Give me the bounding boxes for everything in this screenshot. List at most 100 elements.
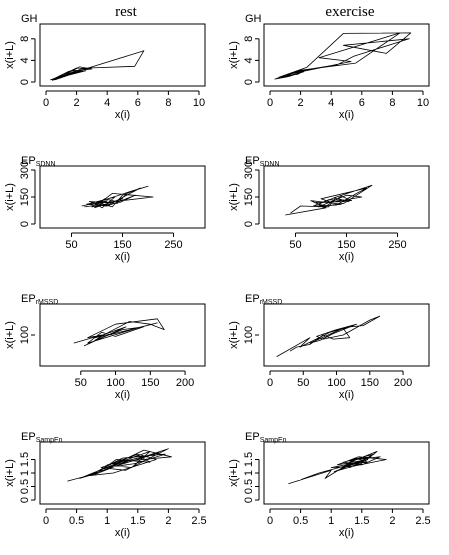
x-tick-label: 0.5 bbox=[293, 515, 308, 527]
panel-label: EPSampEn bbox=[21, 431, 63, 444]
y-tick-label: 150 bbox=[19, 188, 31, 206]
x-tick-label: 0 bbox=[267, 515, 273, 527]
x-tick-label: 2 bbox=[389, 515, 395, 527]
x-tick-label: 6 bbox=[359, 97, 365, 109]
panel-label-subscript: SDNN bbox=[36, 161, 56, 168]
x-tick-label: 10 bbox=[193, 97, 205, 109]
x-tick-label: 100 bbox=[106, 377, 124, 389]
y-tick-label: 0 bbox=[243, 497, 255, 503]
y-axis-label: x(i+L) bbox=[228, 41, 240, 69]
y-tick-label: 0 bbox=[19, 497, 31, 503]
x-tick-label: 150 bbox=[337, 239, 355, 251]
panel-label: GH bbox=[21, 13, 38, 25]
y-tick-label: 8 bbox=[243, 36, 255, 42]
y-axis-label: x(i+L) bbox=[4, 183, 16, 211]
x-tick-label: 50 bbox=[65, 239, 77, 251]
plot-frame bbox=[39, 303, 206, 367]
column-title-rest: rest bbox=[115, 4, 137, 20]
plot-frame bbox=[39, 441, 206, 505]
trajectory-line bbox=[276, 315, 381, 357]
y-tick-label: 4 bbox=[19, 57, 31, 63]
plot-frame bbox=[39, 165, 206, 229]
x-tick-label: 0 bbox=[267, 377, 273, 389]
y-tick-label: 0 bbox=[243, 79, 255, 85]
x-tick-label: 0 bbox=[43, 97, 49, 109]
x-tick-label: 150 bbox=[141, 377, 159, 389]
y-tick-label: 300 bbox=[19, 161, 31, 179]
y-tick-label: 0 bbox=[19, 221, 31, 227]
x-tick-label: 6 bbox=[135, 97, 141, 109]
plot-frame bbox=[263, 441, 430, 505]
x-tick-label: 0.5 bbox=[69, 515, 84, 527]
y-tick-label: 4 bbox=[243, 57, 255, 63]
x-tick-label: 250 bbox=[164, 239, 182, 251]
trajectory-line bbox=[285, 184, 373, 216]
trajectory-line bbox=[50, 50, 145, 81]
panel-label-subscript: rMSSD bbox=[36, 299, 59, 306]
panel-label: GH bbox=[245, 13, 262, 25]
y-tick-label: 1 bbox=[243, 470, 255, 476]
plot-frame bbox=[263, 23, 430, 87]
x-tick-label: 250 bbox=[388, 239, 406, 251]
plot-frame bbox=[263, 165, 430, 229]
x-tick-label: 2 bbox=[298, 97, 304, 109]
trajectory-line bbox=[73, 318, 165, 347]
x-tick-label: 1 bbox=[104, 515, 110, 527]
panel-label-subscript: rMSSD bbox=[260, 299, 283, 306]
y-tick-label: 0.5 bbox=[243, 479, 255, 494]
x-tick-label: 4 bbox=[104, 97, 110, 109]
y-axis-label: x(i+L) bbox=[228, 459, 240, 487]
y-axis-label: x(i+L) bbox=[228, 183, 240, 211]
y-axis-label: x(i+L) bbox=[4, 321, 16, 349]
x-tick-label: 8 bbox=[165, 97, 171, 109]
x-axis-label: x(i) bbox=[115, 527, 130, 539]
x-tick-label: 1 bbox=[328, 515, 334, 527]
x-tick-label: 2.5 bbox=[191, 515, 206, 527]
panel-label: EPSampEn bbox=[245, 431, 287, 444]
column-title-exercise: exercise bbox=[325, 4, 374, 20]
trajectory-line bbox=[274, 32, 412, 80]
x-axis-label: x(i) bbox=[115, 251, 130, 263]
trajectory-line bbox=[81, 185, 154, 209]
plot-frame bbox=[263, 303, 430, 367]
y-axis-label: x(i+L) bbox=[4, 459, 16, 487]
y-tick-label: 0 bbox=[243, 221, 255, 227]
y-axis-label: x(i+L) bbox=[4, 41, 16, 69]
x-axis-label: x(i) bbox=[339, 251, 354, 263]
y-tick-label: 150 bbox=[243, 188, 255, 206]
y-axis-label: x(i+L) bbox=[228, 321, 240, 349]
x-tick-label: 0 bbox=[43, 515, 49, 527]
y-tick-label: 300 bbox=[243, 161, 255, 179]
x-axis-label: x(i) bbox=[115, 389, 130, 401]
x-axis-label: x(i) bbox=[115, 109, 130, 121]
panel-label: EPrMSSD bbox=[245, 293, 282, 306]
y-tick-label: 1 bbox=[19, 470, 31, 476]
x-tick-label: 200 bbox=[394, 377, 412, 389]
panel-label: EPrMSSD bbox=[21, 293, 58, 306]
trajectory-line bbox=[67, 448, 172, 482]
x-tick-label: 2 bbox=[165, 515, 171, 527]
x-tick-label: 100 bbox=[327, 377, 345, 389]
x-tick-label: 150 bbox=[113, 239, 131, 251]
x-axis-label: x(i) bbox=[339, 527, 354, 539]
y-tick-label: 100 bbox=[19, 326, 31, 344]
y-tick-label: 1.5 bbox=[19, 452, 31, 467]
panel-label-subscript: SDNN bbox=[260, 161, 280, 168]
x-tick-label: 4 bbox=[328, 97, 334, 109]
x-tick-label: 50 bbox=[75, 377, 87, 389]
x-tick-label: 150 bbox=[361, 377, 379, 389]
y-tick-label: 8 bbox=[19, 36, 31, 42]
x-tick-label: 2 bbox=[74, 97, 80, 109]
y-tick-label: 0.5 bbox=[19, 479, 31, 494]
x-tick-label: 50 bbox=[289, 239, 301, 251]
